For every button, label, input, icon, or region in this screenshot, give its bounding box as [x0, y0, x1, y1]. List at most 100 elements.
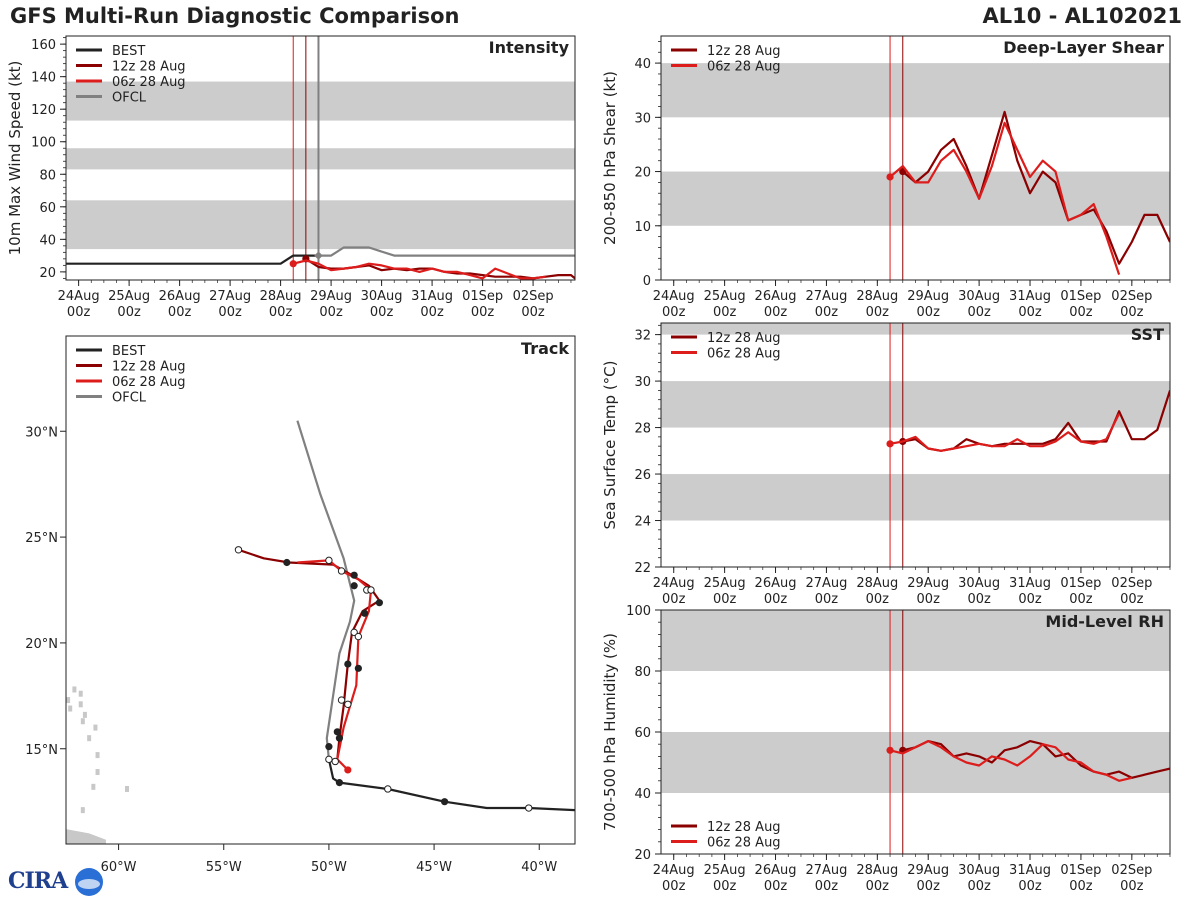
x-tick-label-date: 27Aug: [805, 863, 847, 878]
legend-label: 12z 28 Aug: [707, 331, 781, 346]
panel-title: Intensity: [489, 38, 570, 57]
track-fix-open: [331, 757, 339, 766]
storm-id: AL10 - AL102021: [982, 4, 1183, 28]
island: [95, 752, 100, 759]
x-tick-label-date: 28Aug: [260, 289, 302, 304]
x-tick-label-date: 30Aug: [958, 576, 1000, 591]
track-fix-open: [354, 632, 363, 641]
series-start-marker: [886, 746, 894, 754]
y-tick-label: 40: [634, 57, 651, 72]
y-tick-label: 20: [39, 266, 56, 281]
x-tick-label-date: 31Aug: [1009, 289, 1051, 304]
shade-band: [66, 200, 575, 250]
x-tick-label-date: 27Aug: [805, 576, 847, 591]
x-tick-label-hour: 00z: [815, 879, 839, 894]
track-plot-area: [66, 420, 575, 844]
y-tick-label: 80: [39, 168, 56, 183]
legend-label: 12z 28 Aug: [112, 360, 186, 375]
track-fix-closed: [350, 571, 358, 579]
x-tick-label: 60°W: [101, 860, 137, 875]
track-fix-closed: [344, 766, 352, 774]
panel-title: SST: [1131, 325, 1164, 344]
x-tick-label-hour: 00z: [521, 305, 545, 320]
x-tick-label-hour: 00z: [713, 879, 737, 894]
track-fix-closed: [361, 609, 369, 617]
x-tick-label-date: 25Aug: [108, 289, 150, 304]
x-tick-label-hour: 00z: [1069, 305, 1093, 320]
y-tick-label: 160: [31, 38, 56, 53]
y-axis-label: 700-500 hPa Humidity (%): [601, 633, 619, 831]
y-tick-label: 20: [634, 848, 651, 863]
x-tick-label-hour: 00z: [917, 305, 941, 320]
y-tick-label: 30: [634, 375, 651, 390]
series-line-06z-28-aug: [292, 259, 546, 280]
x-tick-label-date: 28Aug: [856, 576, 898, 591]
legend-label: OFCL: [112, 391, 147, 406]
y-tick-label: 40: [39, 233, 56, 248]
x-tick-label-date: 31Aug: [1009, 863, 1051, 878]
x-tick-label-date: 01Sep: [1060, 863, 1101, 878]
panel-frame: [65, 335, 576, 845]
x-tick-label-hour: 00z: [713, 592, 737, 607]
x-tick-label-date: 02Sep: [513, 289, 554, 304]
legend-label: 06z 28 Aug: [707, 836, 781, 851]
x-tick-label-date: 25Aug: [704, 576, 746, 591]
y-tick-label: 60: [634, 726, 651, 741]
island: [87, 735, 92, 742]
track-line-ofcl: [296, 420, 356, 760]
x-tick-label-hour: 00z: [67, 305, 91, 320]
x-tick-label-hour: 00z: [1018, 879, 1042, 894]
x-tick-label: 45°W: [416, 860, 452, 875]
x-tick-label: 55°W: [206, 860, 242, 875]
x-tick-label-date: 02Sep: [1111, 863, 1152, 878]
track-fix-open: [367, 586, 375, 594]
legend-label: 12z 28 Aug: [707, 820, 781, 835]
x-tick-label-date: 26Aug: [755, 863, 797, 878]
shade-band: [661, 381, 1170, 428]
track-fix-open: [525, 804, 533, 812]
land-venezuela: [66, 829, 106, 844]
y-tick-label: 26: [634, 468, 651, 483]
series-start-marker: [886, 173, 894, 181]
x-tick-label-hour: 00z: [815, 305, 839, 320]
shade-band: [661, 474, 1170, 521]
x-tick-label-date: 02Sep: [1111, 289, 1152, 304]
x-tick-label-hour: 00z: [764, 879, 788, 894]
island: [66, 697, 71, 704]
track-fix-closed: [335, 779, 344, 787]
y-tick-label: 20°N: [25, 637, 58, 652]
island: [80, 807, 85, 814]
track-fix-open: [337, 696, 346, 704]
island: [93, 724, 98, 731]
x-tick-label-date: 30Aug: [958, 863, 1000, 878]
x-tick-label-hour: 00z: [662, 305, 686, 320]
y-tick-label: 30°N: [25, 425, 58, 440]
x-tick-label-hour: 00z: [1120, 592, 1144, 607]
panel-shear: 01020304024Aug00z25Aug00z26Aug00z27Aug00…: [601, 35, 1171, 320]
x-tick-label-date: 24Aug: [653, 289, 695, 304]
shade-band: [661, 63, 1170, 118]
series-line-06z-28-aug: [889, 739, 1133, 782]
x-tick-label-hour: 00z: [168, 305, 192, 320]
legend-label: 12z 28 Aug: [112, 60, 186, 75]
y-tick-label: 120: [31, 103, 56, 118]
track-fix-closed: [440, 798, 449, 806]
y-tick-label: 10: [634, 220, 651, 235]
page-title: GFS Multi-Run Diagnostic Comparison: [10, 4, 460, 28]
legend-label: OFCL: [112, 91, 147, 106]
legend-label: 06z 28 Aug: [112, 375, 186, 390]
y-tick-label: 80: [634, 665, 651, 680]
series-line-ofcl: [318, 246, 575, 257]
x-tick-label-date: 27Aug: [805, 289, 847, 304]
x-tick-label-hour: 00z: [1069, 879, 1093, 894]
series-line-12z-28-aug: [902, 739, 1170, 779]
x-tick-label: 50°W: [311, 860, 347, 875]
y-tick-label: 100: [31, 136, 56, 151]
track-fix-closed: [325, 743, 333, 751]
track-fix-open: [325, 755, 333, 764]
x-tick-label-date: 24Aug: [653, 863, 695, 878]
x-tick-label-date: 30Aug: [361, 289, 403, 304]
legend-label: BEST: [112, 44, 145, 59]
panel-sst: 22242628303224Aug00z25Aug00z26Aug00z27Au…: [601, 322, 1171, 607]
x-tick-label-date: 29Aug: [310, 289, 352, 304]
